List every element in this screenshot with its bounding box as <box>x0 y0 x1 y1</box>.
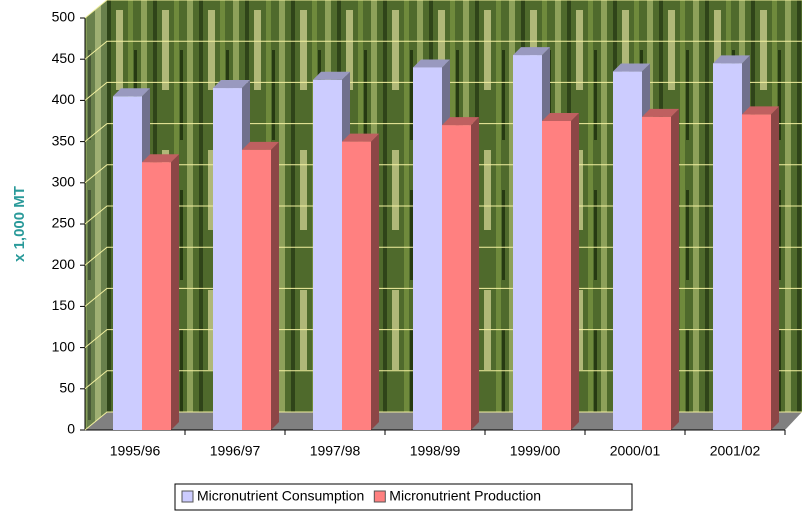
bar-face <box>113 88 150 97</box>
legend-label: Micronutrient Production <box>389 488 541 504</box>
bar-face <box>142 162 171 430</box>
grid-line <box>84 0 802 19</box>
bar-face <box>313 71 350 80</box>
grid-line <box>84 81 802 101</box>
bar-face <box>613 63 650 72</box>
y-tick-label: 0 <box>67 421 75 437</box>
bar-face <box>542 113 579 121</box>
bar-face <box>642 108 679 117</box>
bar-face <box>713 63 742 430</box>
bar-face <box>413 59 450 68</box>
bar-face <box>671 108 679 430</box>
y-tick-label: 200 <box>52 256 76 272</box>
bar <box>742 106 779 431</box>
bar-face <box>413 67 442 430</box>
x-tick-label: 1996/97 <box>210 443 261 459</box>
y-tick-label: 250 <box>52 215 76 231</box>
bar <box>242 141 279 430</box>
bar-face <box>242 141 279 150</box>
x-tick-label: 2001/02 <box>710 443 761 459</box>
y-tick-label: 100 <box>52 338 76 354</box>
bar-face <box>642 116 671 430</box>
bar <box>642 108 679 430</box>
bar-face <box>471 117 479 431</box>
y-tick-label: 150 <box>52 297 76 313</box>
bar <box>442 117 479 431</box>
y-tick-label: 300 <box>52 174 76 190</box>
grid-line <box>84 40 802 60</box>
y-tick-label: 500 <box>52 9 76 25</box>
bar <box>142 154 179 430</box>
x-tick-label: 1997/98 <box>310 443 361 459</box>
x-tick-label: 1999/00 <box>510 443 561 459</box>
bar-face <box>442 117 479 126</box>
y-tick-label: 400 <box>52 91 76 107</box>
bar-face <box>142 154 179 163</box>
bar-face <box>513 55 542 431</box>
bar-face <box>342 133 379 142</box>
bar-face <box>442 125 471 431</box>
y-tick-label: 450 <box>52 50 76 66</box>
bar-face <box>542 121 571 430</box>
bar-face <box>213 88 242 430</box>
x-tick-label: 1998/99 <box>410 443 461 459</box>
legend-swatch <box>181 490 194 503</box>
bar-face <box>271 141 279 430</box>
x-tick-label: 1995/96 <box>110 443 161 459</box>
bar-face <box>242 149 271 430</box>
y-tick-label: 50 <box>59 380 75 396</box>
bar-face <box>313 79 342 431</box>
bar-face <box>742 106 779 115</box>
bar-face <box>513 47 550 56</box>
y-tick-label: 350 <box>52 132 76 148</box>
bar-face <box>713 55 750 64</box>
bar-face <box>342 141 371 430</box>
bar-face <box>171 154 179 430</box>
bar-face <box>571 113 579 430</box>
bar-face <box>371 133 379 430</box>
bar-face <box>742 114 771 431</box>
bar-face <box>771 106 779 431</box>
bar-face <box>113 96 142 430</box>
x-tick-label: 2000/01 <box>610 443 661 459</box>
legend-label: Micronutrient Consumption <box>197 488 364 504</box>
bar <box>342 133 379 430</box>
bar-face <box>613 71 642 430</box>
bar <box>542 113 579 430</box>
legend <box>174 483 633 511</box>
y-axis-title: x 1,000 MT <box>11 186 28 262</box>
legend-swatch <box>373 490 386 503</box>
bar-face <box>213 80 250 89</box>
